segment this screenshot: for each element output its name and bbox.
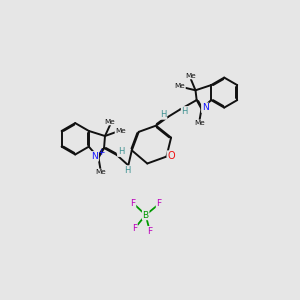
Text: B: B <box>142 211 149 220</box>
Text: H: H <box>182 107 188 116</box>
Text: Me: Me <box>115 128 126 134</box>
Text: H: H <box>118 147 124 156</box>
Text: H: H <box>160 110 167 119</box>
Text: F: F <box>157 200 162 208</box>
Text: Me: Me <box>174 83 185 89</box>
Text: H: H <box>124 166 130 175</box>
Text: Me: Me <box>105 119 116 125</box>
Text: +: + <box>98 148 105 157</box>
Text: N: N <box>202 103 208 112</box>
Text: F: F <box>132 224 137 233</box>
Text: F: F <box>147 227 152 236</box>
Text: O: O <box>167 151 175 161</box>
Text: N: N <box>92 152 98 161</box>
Text: F: F <box>130 199 136 208</box>
Text: Me: Me <box>185 73 196 79</box>
Text: Me: Me <box>194 120 205 126</box>
Text: Me: Me <box>95 169 106 175</box>
